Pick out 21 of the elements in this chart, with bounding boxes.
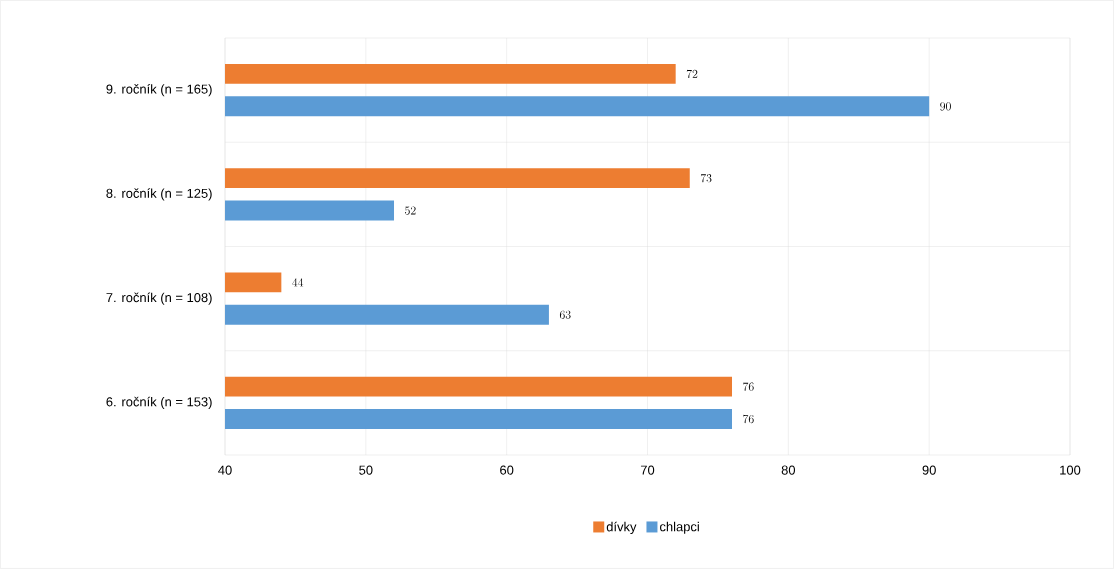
data-label: 73 [700,173,712,183]
data-label: 44 [292,278,304,287]
y-tick-label: 6. ročník (n = 153) [106,396,212,409]
y-tick-label: 7. ročník (n = 108) [106,292,212,305]
y-tick-label: 8. ročník (n = 125) [106,188,212,201]
data-label: 76 [743,382,754,391]
x-tick-label: 50 [359,465,373,475]
data-label: 90 [940,102,951,111]
x-tick-label: 80 [781,465,796,475]
x-tick-label: 70 [640,465,655,475]
x-tick-label: 100 [1060,465,1081,475]
data-label: 52 [405,206,416,215]
x-tick-label: 90 [922,465,936,475]
data-label: 72 [686,69,698,79]
x-tick-label: 40 [218,465,232,475]
x-tick-label: 60 [500,465,514,475]
y-tick-label: 9. ročník (n = 165) [106,84,212,97]
legend-label: chlapci [660,521,699,534]
data-label: 76 [743,414,754,424]
data-label: 63 [559,310,571,319]
legend-label: dívky [606,521,637,534]
